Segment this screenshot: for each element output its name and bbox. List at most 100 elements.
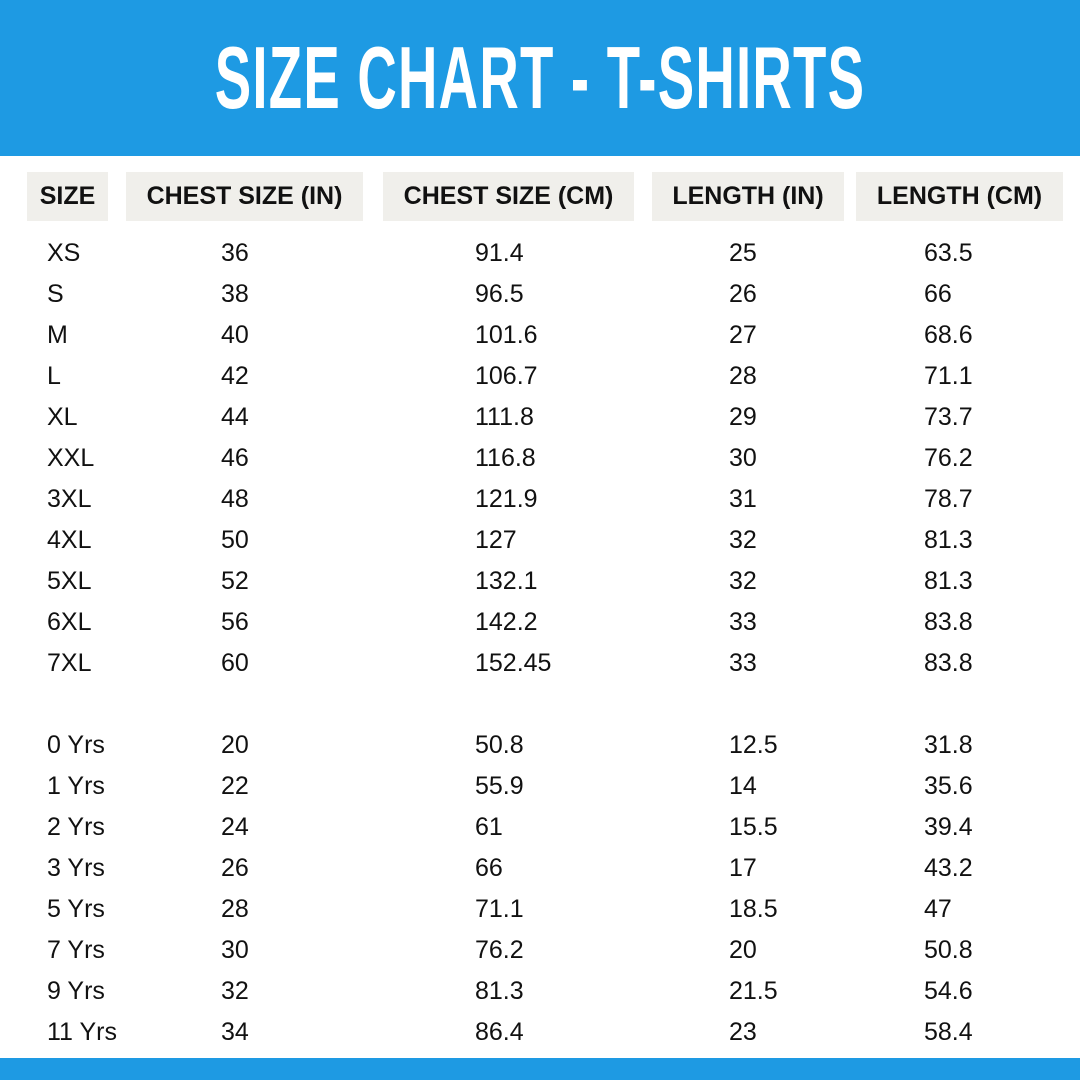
cell-length-cm: 63.5 [924, 239, 973, 267]
cell-length-cm: 81.3 [924, 526, 973, 554]
column-header-length-cm: LENGTH (CM) [856, 172, 1063, 221]
cell-chest-cm: 55.9 [475, 772, 524, 800]
cell-length-cm: 31.8 [924, 731, 973, 759]
cell-chest-in: 60 [221, 649, 249, 677]
footer-bar [0, 1058, 1080, 1080]
cell-length-cm: 81.3 [924, 567, 973, 595]
cell-length-cm: 58.4 [924, 1018, 973, 1046]
cell-size: XXL [47, 444, 95, 472]
cell-chest-cm: 71.1 [475, 895, 524, 923]
cell-length-in: 18.5 [729, 895, 778, 923]
cell-size: 9 Yrs [47, 977, 105, 1005]
cell-length-in: 26 [729, 280, 757, 308]
title-banner: SIZE CHART - T-SHIRTS [0, 0, 1080, 156]
cell-chest-cm: 152.45 [475, 649, 552, 677]
cell-chest-in: 46 [221, 444, 249, 472]
cell-size: 3 Yrs [47, 854, 105, 882]
cell-chest-in: 22 [221, 772, 249, 800]
cell-chest-cm: 76.2 [475, 936, 524, 964]
cell-chest-in: 50 [221, 526, 249, 554]
cell-size: 3XL [47, 485, 92, 513]
cell-length-in: 32 [729, 526, 757, 554]
cell-chest-cm: 127 [475, 526, 517, 554]
cell-chest-in: 52 [221, 567, 249, 595]
cell-chest-cm: 132.1 [475, 567, 538, 595]
cell-chest-cm: 121.9 [475, 485, 538, 513]
cell-length-in: 29 [729, 403, 757, 431]
cell-length-cm: 54.6 [924, 977, 973, 1005]
cell-length-in: 33 [729, 649, 757, 677]
cell-chest-in: 40 [221, 321, 249, 349]
column-header-length-in: LENGTH (IN) [652, 172, 844, 221]
cell-chest-cm: 86.4 [475, 1018, 524, 1046]
cell-length-cm: 83.8 [924, 649, 973, 677]
column-header-size: SIZE [27, 172, 108, 221]
cell-chest-cm: 96.5 [475, 280, 524, 308]
cell-length-cm: 66 [924, 280, 952, 308]
cell-chest-cm: 50.8 [475, 731, 524, 759]
cell-chest-in: 30 [221, 936, 249, 964]
cell-size: 11 Yrs [47, 1018, 117, 1046]
cell-chest-in: 38 [221, 280, 249, 308]
cell-chest-in: 56 [221, 608, 249, 636]
cell-length-cm: 68.6 [924, 321, 973, 349]
cell-chest-in: 24 [221, 813, 249, 841]
cell-size: L [47, 362, 61, 390]
cell-size: M [47, 321, 68, 349]
cell-length-cm: 43.2 [924, 854, 973, 882]
cell-length-cm: 71.1 [924, 362, 973, 390]
cell-chest-cm: 106.7 [475, 362, 538, 390]
cell-chest-in: 44 [221, 403, 249, 431]
cell-length-in: 12.5 [729, 731, 778, 759]
cell-length-in: 25 [729, 239, 757, 267]
cell-length-cm: 76.2 [924, 444, 973, 472]
cell-chest-cm: 91.4 [475, 239, 524, 267]
cell-length-in: 28 [729, 362, 757, 390]
cell-chest-cm: 111.8 [475, 403, 534, 431]
column-header-chest-cm: CHEST SIZE (CM) [383, 172, 634, 221]
cell-length-cm: 39.4 [924, 813, 973, 841]
cell-chest-in: 28 [221, 895, 249, 923]
cell-chest-cm: 61 [475, 813, 503, 841]
cell-size: 4XL [47, 526, 92, 554]
cell-chest-in: 26 [221, 854, 249, 882]
cell-length-cm: 73.7 [924, 403, 973, 431]
cell-length-cm: 78.7 [924, 485, 973, 513]
cell-chest-cm: 101.6 [475, 321, 538, 349]
cell-size: 7 Yrs [47, 936, 105, 964]
cell-length-in: 15.5 [729, 813, 778, 841]
cell-chest-in: 32 [221, 977, 249, 1005]
cell-size: 5XL [47, 567, 92, 595]
cell-size: 7XL [47, 649, 92, 677]
cell-chest-in: 34 [221, 1018, 249, 1046]
cell-chest-cm: 81.3 [475, 977, 524, 1005]
column-header-chest-in: CHEST SIZE (IN) [126, 172, 363, 221]
cell-length-cm: 47 [924, 895, 952, 923]
cell-chest-in: 20 [221, 731, 249, 759]
cell-chest-cm: 66 [475, 854, 503, 882]
cell-size: 2 Yrs [47, 813, 105, 841]
cell-length-cm: 50.8 [924, 936, 973, 964]
cell-size: XS [47, 239, 81, 267]
page-title: SIZE CHART - T-SHIRTS [214, 28, 866, 127]
cell-size: S [47, 280, 64, 308]
cell-size: 6XL [47, 608, 92, 636]
cell-length-cm: 83.8 [924, 608, 973, 636]
cell-chest-in: 42 [221, 362, 249, 390]
cell-length-in: 31 [729, 485, 757, 513]
cell-size: 0 Yrs [47, 731, 105, 759]
cell-length-in: 32 [729, 567, 757, 595]
cell-chest-cm: 142.2 [475, 608, 538, 636]
cell-length-in: 33 [729, 608, 757, 636]
cell-length-in: 23 [729, 1018, 757, 1046]
cell-length-in: 21.5 [729, 977, 778, 1005]
cell-chest-in: 48 [221, 485, 249, 513]
cell-size: 5 Yrs [47, 895, 105, 923]
cell-length-in: 17 [729, 854, 757, 882]
cell-length-in: 27 [729, 321, 757, 349]
cell-chest-in: 36 [221, 239, 249, 267]
cell-chest-cm: 116.8 [475, 444, 536, 472]
cell-size: 1 Yrs [47, 772, 105, 800]
cell-length-in: 14 [729, 772, 757, 800]
cell-size: XL [47, 403, 78, 431]
